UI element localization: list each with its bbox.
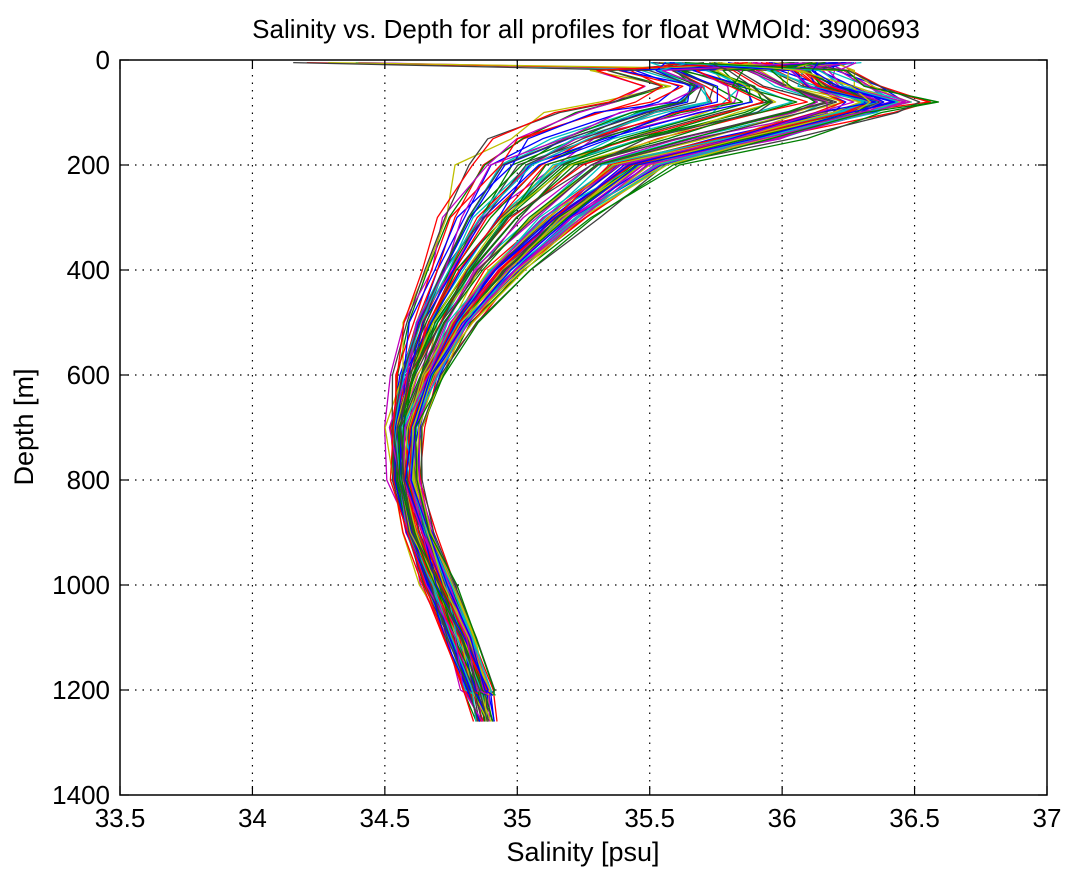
salinity-profile-line — [411, 61, 899, 696]
plot-frame — [119, 59, 1048, 796]
salinity-profile-line — [398, 61, 816, 696]
x-tick-label: 36 — [768, 803, 797, 833]
y-tick-label: 0 — [96, 45, 110, 75]
salinity-profile-line — [391, 61, 838, 722]
x-tick-label: 35 — [503, 803, 532, 833]
salinity-profile-line — [293, 61, 696, 722]
salinity-profile-line — [410, 62, 896, 696]
y-tick-label: 600 — [67, 360, 110, 390]
salinity-profile-line — [396, 61, 813, 696]
salinity-profile-line — [393, 61, 758, 722]
x-tick-label: 37 — [1033, 803, 1062, 833]
y-tick-label: 800 — [67, 465, 110, 495]
x-tick-label: 36.5 — [889, 803, 940, 833]
x-tick-labels: 33.5 34 34.5 35 35.5 36 36.5 37 — [95, 803, 1062, 833]
salinity-profile-line — [393, 61, 709, 722]
y-tick-label: 1400 — [52, 780, 110, 810]
x-tick-label: 35.5 — [624, 803, 675, 833]
salinity-profile-line — [413, 62, 911, 696]
salinity-profile-line — [412, 61, 872, 696]
salinity-profile-line — [414, 61, 938, 696]
y-tick-label: 1000 — [52, 570, 110, 600]
salinity-profile-line — [400, 61, 774, 722]
x-tick-label: 33.5 — [95, 803, 146, 833]
chart-title: Salinity vs. Depth for all profiles for … — [252, 14, 920, 44]
profiles-layer — [293, 61, 940, 722]
salinity-profile-line — [389, 61, 748, 722]
y-tick-label: 400 — [67, 255, 110, 285]
x-tick-label: 34.5 — [360, 803, 411, 833]
tick-marks — [119, 59, 1048, 796]
salinity-profile-line — [409, 61, 906, 696]
y-axis-label: Depth [m] — [9, 368, 39, 485]
y-tick-label: 1200 — [52, 675, 110, 705]
y-tick-label: 200 — [67, 150, 110, 180]
x-tick-label: 34 — [238, 803, 267, 833]
salinity-profile-line — [384, 61, 816, 696]
x-axis-label: Salinity [psu] — [506, 837, 659, 867]
y-tick-labels: 0 200 400 600 800 1000 1200 1400 — [52, 45, 110, 810]
salinity-profile-line — [401, 61, 826, 696]
salinity-profile-line — [404, 61, 877, 696]
